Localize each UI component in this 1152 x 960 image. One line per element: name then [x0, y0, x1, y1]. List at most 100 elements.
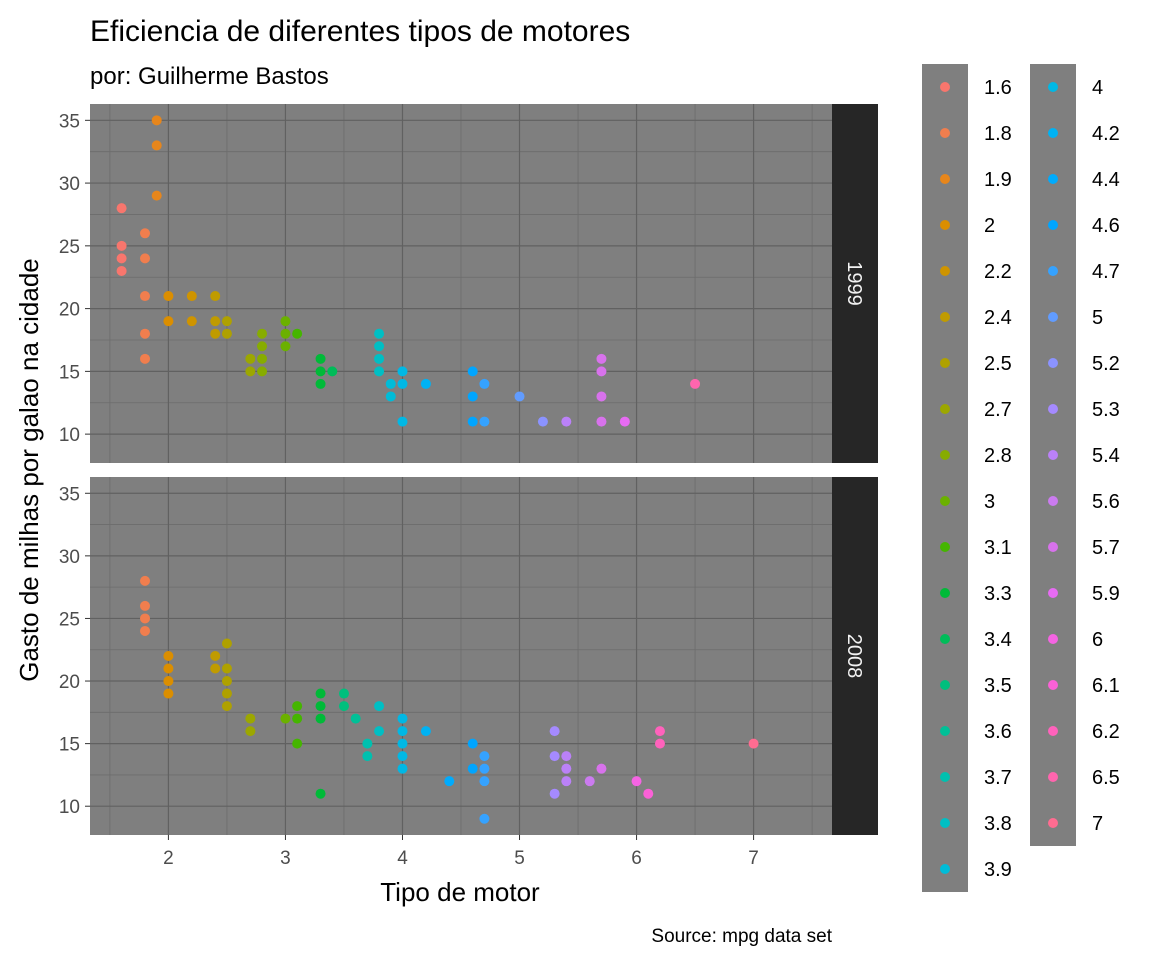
data-point — [596, 763, 607, 774]
data-point — [116, 253, 127, 264]
data-point — [479, 776, 490, 787]
data-point — [315, 353, 326, 364]
chart-title: Eficiencia de diferentes tipos de motore… — [90, 15, 630, 48]
data-point — [374, 701, 385, 712]
legend-label: 3.6 — [984, 721, 1012, 743]
data-point — [315, 366, 326, 377]
legend-key — [940, 542, 950, 552]
legend-label: 3.7 — [984, 767, 1012, 789]
y-tick-label: 10 — [59, 425, 80, 446]
data-point — [327, 366, 338, 377]
y-axis-title: Gasto de milhas por galao na cidade — [14, 258, 44, 682]
data-point — [257, 366, 268, 377]
data-point — [292, 738, 303, 749]
legend-key — [1048, 82, 1058, 92]
data-point — [245, 713, 256, 724]
x-axis-title: Tipo de motor — [380, 877, 540, 907]
data-point — [292, 328, 303, 339]
data-point — [315, 688, 326, 699]
legend-key — [1048, 818, 1058, 828]
legend-label: 5.6 — [1092, 491, 1120, 513]
legend-key — [1048, 312, 1058, 322]
data-point — [561, 751, 572, 762]
data-point — [245, 726, 256, 737]
data-point — [467, 763, 478, 774]
y-tick-label: 15 — [59, 735, 80, 756]
data-point — [561, 776, 572, 787]
data-point — [315, 701, 326, 712]
legend-label: 3.5 — [984, 675, 1012, 697]
data-point — [479, 763, 490, 774]
legend-key — [1048, 404, 1058, 414]
data-point — [163, 676, 174, 687]
data-point — [397, 751, 408, 762]
legend-key — [1048, 266, 1058, 276]
data-point — [280, 341, 291, 352]
data-point — [385, 378, 396, 389]
data-point — [140, 613, 151, 624]
legend-key — [940, 128, 950, 138]
data-point — [643, 788, 654, 799]
data-point — [163, 291, 174, 302]
legend-label: 5.9 — [1092, 583, 1120, 605]
data-point — [596, 416, 607, 427]
legend-key — [1048, 772, 1058, 782]
legend-key — [1048, 542, 1058, 552]
legend-label: 1.8 — [984, 123, 1012, 145]
data-point — [397, 713, 408, 724]
data-point — [467, 366, 478, 377]
data-point — [140, 600, 151, 611]
legend-key — [940, 174, 950, 184]
legend-label: 4.7 — [1092, 261, 1120, 283]
x-tick-label: 6 — [631, 848, 642, 869]
x-tick-label: 4 — [397, 848, 408, 869]
data-point — [549, 726, 560, 737]
data-point — [374, 353, 385, 364]
y-tick-label: 20 — [59, 300, 80, 321]
data-point — [163, 688, 174, 699]
legend-label: 2 — [984, 215, 995, 237]
legend-key — [940, 680, 950, 690]
data-point — [374, 328, 385, 339]
data-point — [397, 416, 408, 427]
data-point — [210, 316, 221, 327]
legend-label: 6.5 — [1092, 767, 1120, 789]
x-tick-label: 7 — [748, 848, 759, 869]
data-point — [151, 190, 162, 201]
data-point — [140, 253, 151, 264]
y-tick-label: 10 — [59, 797, 80, 818]
legend-label: 4.6 — [1092, 215, 1120, 237]
facet-strip-label: 1999 — [843, 261, 865, 306]
legend-label: 2.7 — [984, 399, 1012, 421]
facet-strip — [832, 477, 878, 835]
data-point — [257, 353, 268, 364]
data-point — [467, 738, 478, 749]
legend-key — [1048, 680, 1058, 690]
data-point — [596, 366, 607, 377]
legend-key — [1048, 174, 1058, 184]
data-point — [467, 416, 478, 427]
legend-label: 3.8 — [984, 813, 1012, 835]
data-point — [420, 726, 431, 737]
y-tick-label: 15 — [59, 362, 80, 383]
legend-label: 7 — [1092, 813, 1103, 835]
data-point — [315, 713, 326, 724]
data-point — [537, 416, 548, 427]
data-point — [619, 416, 630, 427]
y-tick-label: 30 — [59, 174, 80, 195]
legend-label: 3.4 — [984, 629, 1012, 651]
data-point — [374, 341, 385, 352]
legend-label: 2.2 — [984, 261, 1012, 283]
legend-label: 6.1 — [1092, 675, 1120, 697]
data-point — [292, 713, 303, 724]
legend-key — [940, 634, 950, 644]
y-tick-label: 35 — [59, 111, 80, 132]
legend: 1.6 1.8 1.9 2 2.2 2.4 2.5 2.7 2.8 3 3.1 3.3 3.4 3.5 3.… — [922, 64, 1120, 892]
data-point — [140, 575, 151, 586]
legend-key — [1048, 450, 1058, 460]
legend-label: 5.4 — [1092, 445, 1120, 467]
legend-key — [940, 772, 950, 782]
data-point — [362, 751, 373, 762]
data-point — [315, 378, 326, 389]
legend-label: 6.2 — [1092, 721, 1120, 743]
